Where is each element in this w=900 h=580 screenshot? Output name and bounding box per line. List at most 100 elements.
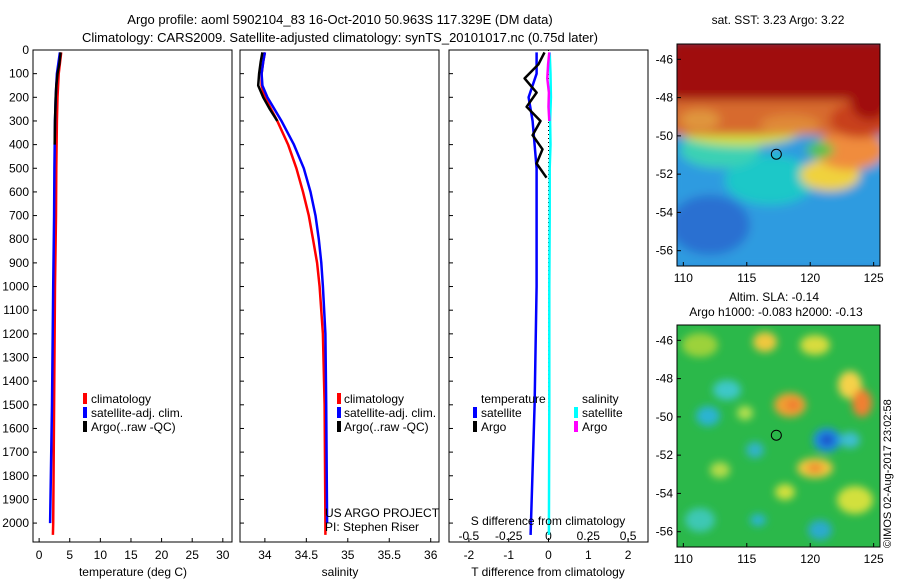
depth-tick-label: 1200 <box>2 327 29 341</box>
x-tick-label: 25 <box>186 548 200 562</box>
legend-label-climatology: climatology <box>91 392 151 406</box>
map-x-tick-label: 115 <box>737 271 756 285</box>
depth-tick-label: 400 <box>9 138 29 152</box>
map-y-tick-label: -48 <box>656 372 674 386</box>
map-y-tick-label: -56 <box>656 525 674 539</box>
sla-argo-position-marker <box>770 429 782 441</box>
legend-swatch-satellite <box>337 407 341 418</box>
figure-title-line1: Argo profile: aoml 5902104_83 16-Oct-201… <box>127 12 552 27</box>
map-x-tick-label: 110 <box>674 271 693 285</box>
t-difference-axis-label: T difference from climatology <box>471 565 625 579</box>
sst-map-title: sat. SST: 3.23 Argo: 3.22 <box>712 13 845 27</box>
salinity-legend: climatology satellite-adj. clim. Argo(..… <box>337 392 436 434</box>
sla-map-title-line2: Argo h1000: -0.083 h2000: -0.13 <box>689 305 863 319</box>
legend-title-salinity: salinity <box>582 392 619 406</box>
depth-tick-label: 0 <box>22 43 29 57</box>
sst-map-frame <box>676 43 881 267</box>
legend-label-satellite: satellite-adj. clim. <box>91 406 183 420</box>
sst-map <box>677 44 880 266</box>
x-tick-label: 35 <box>341 548 355 562</box>
legend-swatch-s-argo <box>574 421 578 432</box>
map-y-tick-label: -46 <box>656 333 674 347</box>
depth-tick-label: 1800 <box>2 469 29 483</box>
x-tick-label: 20 <box>155 548 169 562</box>
temperature-axis-label: temperature (deg C) <box>79 565 187 579</box>
x-tick-label: 34.5 <box>295 548 319 562</box>
map-y-tick-label: -48 <box>656 91 674 105</box>
difference-series <box>523 51 553 535</box>
depth-tick-label: 900 <box>9 256 29 270</box>
x-tick-label: 36 <box>424 548 438 562</box>
x-tick-label: 35.5 <box>378 548 402 562</box>
map-y-tick-label: -50 <box>656 410 674 424</box>
depth-tick-label: 1700 <box>2 445 29 459</box>
depth-tick-label: 500 <box>9 161 29 175</box>
temperature-series <box>48 52 63 535</box>
salinity-series <box>256 52 329 535</box>
legend-label-s-satellite: satellite <box>582 406 623 420</box>
x-tick-label: 1 <box>585 548 592 562</box>
legend-swatch-t-argo <box>473 421 477 432</box>
legend-label-s-argo: Argo <box>582 420 608 434</box>
depth-tick-label: 1500 <box>2 398 29 412</box>
salinity-x-axis: 34 34.5 35 35.5 36 <box>258 538 438 562</box>
series-line-climatology <box>260 52 327 535</box>
map-y-tick-label: -52 <box>656 167 674 181</box>
map-y-tick-label: -54 <box>656 486 674 500</box>
map-y-tick-label: -54 <box>656 205 674 219</box>
map-x-tick-label: 120 <box>800 552 820 566</box>
imos-credit: ©IMOS 02-Aug-2017 23:02:58 <box>882 399 894 548</box>
map-y-tick-label: -46 <box>656 52 674 66</box>
legend-label-argo: Argo(..raw -QC) <box>344 420 429 434</box>
x-tick-label: 30 <box>216 548 230 562</box>
depth-tick-label: 300 <box>9 114 29 128</box>
temperature-legend: climatology satellite-adj. clim. Argo(..… <box>83 392 183 434</box>
map-y-tick-label: -52 <box>656 448 674 462</box>
sst-argo-position-marker <box>770 148 782 160</box>
sst-map-axes: 110 115 120 125 -46 -48 -50 -52 -54 -56 <box>656 52 884 285</box>
series-line-salinity-argo <box>546 52 551 122</box>
legend-swatch-t-satellite <box>473 407 477 418</box>
depth-tick-label: 2000 <box>2 516 29 530</box>
map-x-tick-label: 110 <box>674 552 693 566</box>
project-annotation: US ARGO PROJECT <box>325 506 440 520</box>
depth-tick-label: 1000 <box>2 280 29 294</box>
x-tick-label: 34 <box>258 548 272 562</box>
depth-tick-label: 1400 <box>2 374 29 388</box>
map-y-tick-label: -56 <box>656 244 674 258</box>
depth-tick-label: 1900 <box>2 492 29 506</box>
series-line-salinity-satellite <box>547 52 553 535</box>
legend-swatch-argo <box>337 421 341 432</box>
temperature-x-axis: 0 5 10 15 20 25 30 <box>36 538 230 562</box>
legend-label-t-argo: Argo <box>481 420 507 434</box>
x-tick-label: -1 <box>503 548 514 562</box>
depth-tick-label: 100 <box>9 67 29 81</box>
x-tick-label: 0 <box>36 548 43 562</box>
temperature-panel-frame <box>32 49 233 543</box>
map-x-tick-label: 120 <box>800 271 820 285</box>
sla-map-frame <box>676 324 881 548</box>
series-line-temperature-satellite <box>527 52 538 535</box>
legend-label-climatology: climatology <box>344 392 404 406</box>
figure-title-line2: Climatology: CARS2009. Satellite-adjuste… <box>82 30 598 45</box>
s-diff-tick-label: 0 <box>545 529 552 543</box>
x-tick-label: 2 <box>625 548 632 562</box>
x-tick-label: -2 <box>464 548 475 562</box>
series-line-temperature-argo <box>523 51 548 179</box>
sla-map-axes: 110 115 120 125 -46 -48 -50 -52 -54 -56 <box>656 333 884 566</box>
depth-tick-label: 1100 <box>3 303 29 317</box>
legend-label-argo: Argo(..raw -QC) <box>91 420 176 434</box>
series-line-climatology <box>51 52 63 535</box>
s-diff-tick-label: 0.5 <box>620 529 637 543</box>
legend-swatch-satellite <box>83 407 87 418</box>
sla-map <box>677 325 880 547</box>
s-diff-tick-label: -0.25 <box>495 529 523 543</box>
depth-tick-label: 1300 <box>2 351 29 365</box>
legend-label-t-satellite: satellite <box>481 406 522 420</box>
sla-map-title-line1: Altim. SLA: -0.14 <box>729 290 819 304</box>
legend-swatch-climatology <box>337 393 341 404</box>
depth-axis: 0 100 200 300 400 500 600 700 800 900 1000 1100 1200… <box>2 43 453 530</box>
depth-tick-label: 600 <box>9 185 29 199</box>
salinity-axis-label: salinity <box>322 565 359 579</box>
